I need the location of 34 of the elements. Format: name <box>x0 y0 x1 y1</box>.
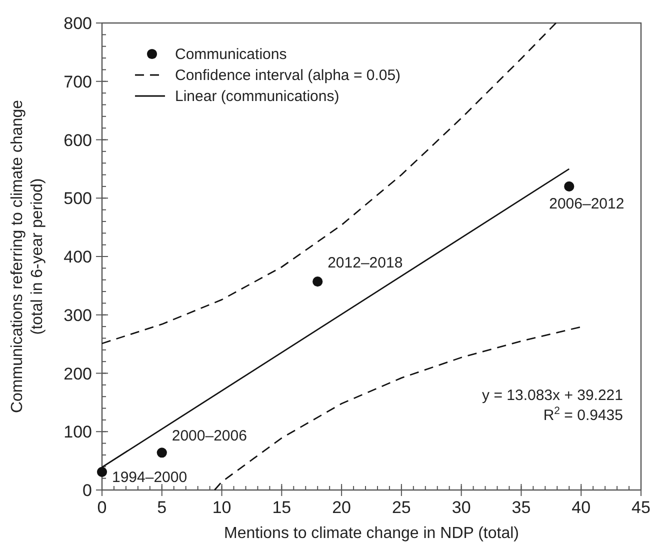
x-axis-title: Mentions to climate change in NDP (total) <box>224 525 519 542</box>
legend-label: Confidence interval (alpha = 0.05) <box>175 67 401 84</box>
x-tick-label: 25 <box>392 498 411 517</box>
x-tick-label: 35 <box>512 498 531 517</box>
y-tick-label: 0 <box>82 481 92 500</box>
x-tick-label: 15 <box>272 498 292 517</box>
annotation: 1994–2000 <box>112 468 188 486</box>
y-tick-label: 800 <box>64 14 92 33</box>
y-tick-label: 700 <box>64 72 92 92</box>
y-tick-label: 400 <box>64 248 92 266</box>
y-tick-label: 600 <box>64 130 92 150</box>
point <box>312 276 323 287</box>
y-tick-label: 300 <box>64 306 92 325</box>
x-tick-label: 20 <box>332 498 352 517</box>
y-axis-title: Communications referring to climate change (total in 6-year period) <box>9 100 46 414</box>
y-tick-label: 200 <box>64 364 92 384</box>
legend-label: Communications <box>175 46 287 63</box>
x-tick-label: 30 <box>452 498 471 517</box>
x-tick-label: 45 <box>632 498 650 517</box>
x-tick-label: 0 <box>97 498 107 517</box>
annotation: y = 13.083x + 39.221 <box>482 387 623 404</box>
x-tick-label: 10 <box>212 498 232 517</box>
y-tick-label: 100 <box>64 422 92 442</box>
annotation: 2012–2018 <box>328 254 403 272</box>
point <box>96 466 108 477</box>
annotation: 2006–2012 <box>549 195 624 212</box>
y-tick-label: 500 <box>64 189 92 208</box>
annotation: 2000–2006 <box>172 428 247 445</box>
legend-label: Linear (communications) <box>175 88 340 105</box>
point <box>564 181 574 192</box>
annotation: R$^{2}$ = 0.9435 <box>543 405 623 424</box>
x-tick-label: 40 <box>572 498 591 517</box>
point <box>156 448 167 458</box>
x-tick-label: 5 <box>157 498 167 517</box>
